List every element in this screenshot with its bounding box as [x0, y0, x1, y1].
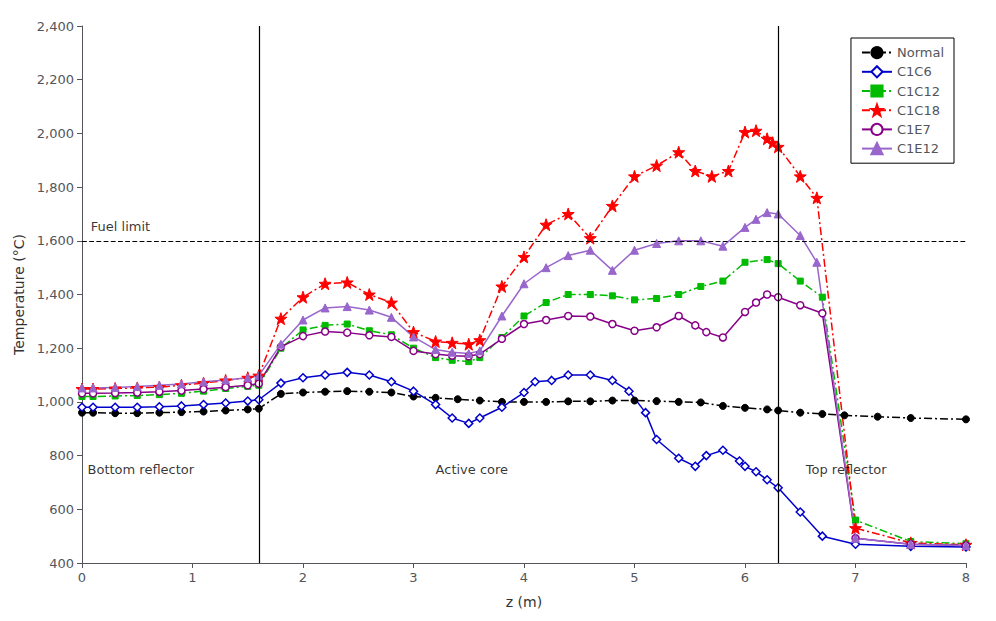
svg-text:Bottom reflector: Bottom reflector: [88, 462, 195, 477]
svg-text:2,400: 2,400: [37, 19, 74, 34]
svg-text:1,400: 1,400: [37, 287, 74, 302]
svg-text:0: 0: [78, 570, 86, 585]
svg-text:Temperature (°C): Temperature (°C): [11, 234, 27, 356]
svg-text:C1E7: C1E7: [897, 122, 931, 137]
svg-text:Top reflector: Top reflector: [805, 462, 888, 477]
svg-text:6: 6: [741, 570, 749, 585]
svg-text:2: 2: [299, 570, 307, 585]
svg-text:1,000: 1,000: [37, 394, 74, 409]
svg-text:Active core: Active core: [436, 462, 509, 477]
svg-text:Normal: Normal: [897, 45, 944, 60]
svg-text:400: 400: [49, 556, 74, 571]
svg-text:1,600: 1,600: [37, 233, 74, 248]
svg-text:C1C12: C1C12: [897, 84, 940, 99]
svg-text:C1E12: C1E12: [897, 141, 939, 156]
svg-text:z (m): z (m): [506, 594, 542, 610]
svg-text:8: 8: [962, 570, 970, 585]
svg-text:5: 5: [630, 570, 638, 585]
svg-text:2,200: 2,200: [37, 72, 74, 87]
svg-text:1,200: 1,200: [37, 341, 74, 356]
svg-text:800: 800: [49, 448, 74, 463]
svg-text:1: 1: [188, 570, 196, 585]
svg-text:4: 4: [520, 570, 528, 585]
svg-text:C1C6: C1C6: [897, 64, 932, 79]
svg-text:Fuel limit: Fuel limit: [91, 219, 150, 234]
svg-text:7: 7: [851, 570, 859, 585]
svg-text:600: 600: [49, 502, 74, 517]
svg-text:3: 3: [409, 570, 417, 585]
svg-text:2,000: 2,000: [37, 126, 74, 141]
svg-text:C1C18: C1C18: [897, 103, 940, 118]
svg-text:1,800: 1,800: [37, 180, 74, 195]
